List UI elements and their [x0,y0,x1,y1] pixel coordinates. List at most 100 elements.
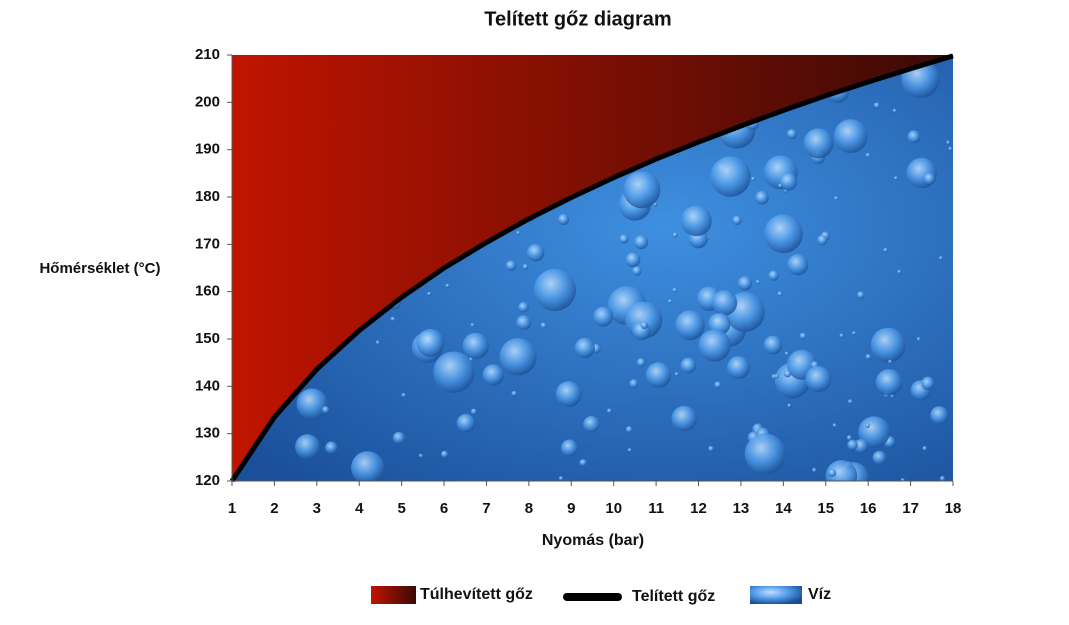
x-tick-label: 16 [860,500,877,517]
drop [755,190,769,205]
y-tick-label: 180 [195,188,220,205]
drop [560,439,578,457]
y-tick-label: 160 [195,283,220,300]
drop [625,426,633,433]
drop [921,376,935,390]
drop [325,441,338,454]
x-tick-label: 8 [525,500,533,517]
drop [456,413,476,433]
drop [852,331,857,336]
superheated-area [232,55,953,481]
drop [812,467,817,473]
drop [619,234,629,244]
x-tick-label: 5 [397,500,405,517]
drop [763,335,783,355]
drop [888,359,893,364]
drop [667,299,673,304]
drop [583,415,600,433]
drop [805,366,832,393]
drop [680,357,697,374]
drop [779,172,798,191]
drop [768,270,779,281]
drop [710,156,751,197]
drop [744,433,786,475]
x-tick-label: 17 [902,500,919,517]
drop [295,434,320,460]
drop [872,450,887,465]
drop [645,362,672,388]
drop [893,176,898,181]
drop [825,460,858,481]
drop [900,478,905,481]
drop [416,328,445,357]
drop [857,291,865,299]
drop [897,269,902,274]
x-tick-label: 18 [945,500,962,517]
y-tick-label: 140 [195,377,220,394]
drop [511,390,517,397]
x-tick-label: 15 [817,500,834,517]
drop [526,243,545,262]
drop [873,102,880,109]
drop [847,439,858,451]
x-tick-label: 9 [567,500,575,517]
drop [939,475,946,481]
drop [540,322,547,329]
drop [916,337,921,342]
drop [784,351,789,356]
drop [640,321,648,329]
x-tick-label: 10 [605,500,622,517]
y-tick-label: 190 [195,141,220,158]
drop [574,337,595,359]
drop [518,301,529,313]
x-tick-label: 4 [355,500,364,517]
legend-swatch [750,586,802,604]
drop [865,152,871,158]
drop [470,408,477,415]
drop [946,140,951,145]
x-axis-label: Nyomás (bar) [542,532,644,549]
drop [803,128,834,159]
drop [711,290,738,316]
drop [627,448,632,453]
drop [681,205,712,237]
y-tick-label: 150 [195,330,220,347]
drop [922,446,927,451]
drop [375,340,380,345]
drop [671,405,697,432]
drop [516,230,521,235]
drop [948,146,953,151]
drop [774,374,779,379]
x-tick-label: 14 [775,500,792,517]
drop [938,256,943,261]
drop [522,263,529,270]
drop [579,459,587,467]
drop [853,439,868,454]
drop [674,372,679,377]
y-axis-label: Hőmérséklet (°C) [39,260,160,277]
drop [505,260,517,271]
drop [870,327,906,363]
drop [828,468,837,477]
x-tick-label: 6 [440,500,448,517]
drop [482,364,505,386]
drop [427,291,432,296]
drop [296,388,328,420]
drop [875,369,903,396]
drop [441,450,449,458]
drop [708,445,714,452]
drop [865,353,872,360]
drop [817,234,828,246]
drop [698,329,731,362]
drop [672,232,678,238]
drop [558,476,564,481]
drop [636,358,646,367]
y-tick-label: 130 [195,425,220,442]
x-tick-label: 13 [733,500,750,517]
x-tick-label: 2 [270,500,278,517]
drop [499,338,537,376]
drop [832,423,837,428]
drop [714,381,722,389]
drop [533,268,576,312]
drop [892,108,897,113]
